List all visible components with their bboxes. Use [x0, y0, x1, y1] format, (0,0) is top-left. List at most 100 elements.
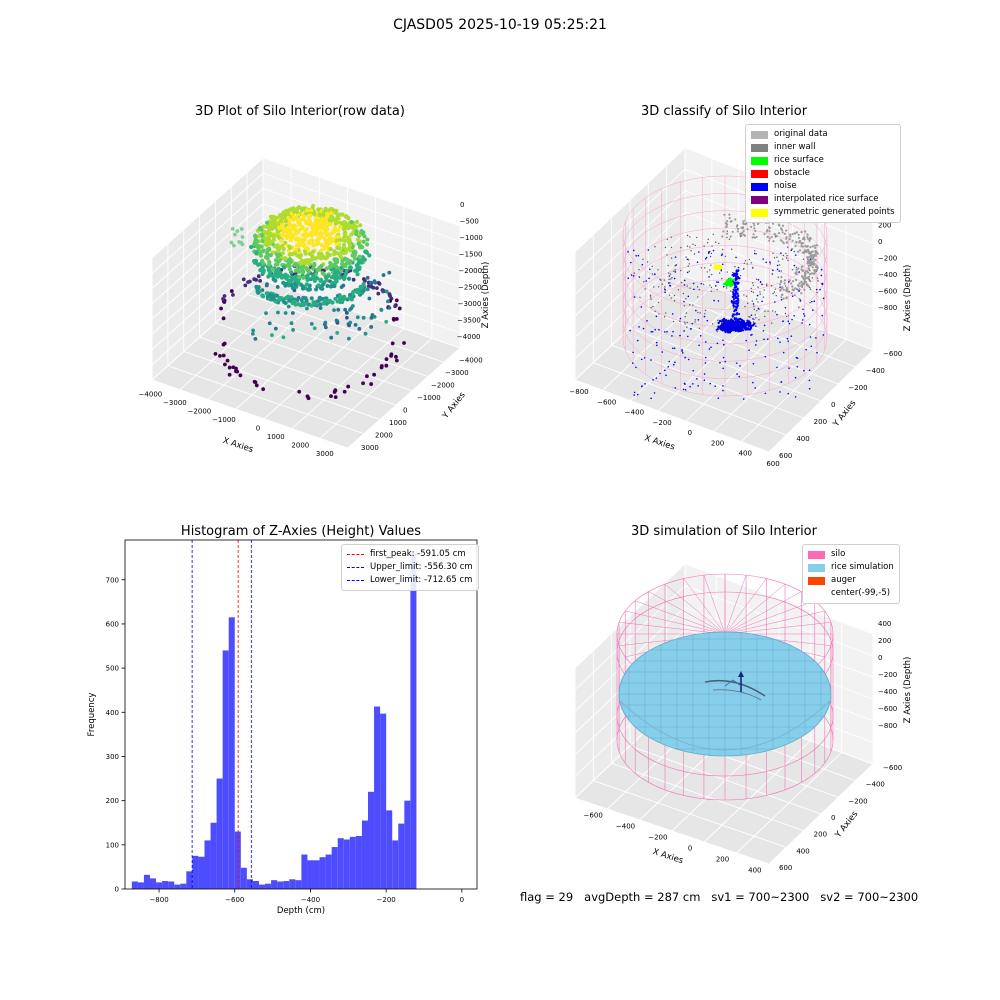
noise-point [650, 331, 653, 333]
data-point [373, 280, 378, 285]
original-data-point [750, 287, 752, 290]
histogram-bar [186, 871, 193, 889]
y-tick-label: 2000 [375, 431, 393, 439]
noise-point [668, 360, 671, 363]
data-point [311, 266, 316, 271]
inner-wall-point [785, 296, 788, 299]
noise-point [716, 342, 719, 345]
data-point [304, 221, 309, 226]
noise-point [732, 300, 735, 303]
data-point [394, 354, 398, 359]
y-tick-label: 600 [106, 620, 119, 628]
noise-point [703, 373, 706, 375]
original-data-point [663, 316, 666, 318]
noise-point [691, 322, 694, 325]
inner-wall-point [805, 245, 808, 248]
inner-wall-point [812, 263, 815, 266]
noise-point [747, 324, 750, 327]
gridline [347, 347, 461, 449]
noise-point [687, 295, 690, 298]
noise-point [665, 374, 667, 377]
original-data-point [706, 241, 709, 244]
original-data-point [755, 298, 758, 300]
noise-point [714, 385, 716, 387]
original-data-point [697, 296, 699, 298]
original-data-point [787, 259, 789, 262]
symmetric-point [714, 266, 718, 270]
data-point [367, 296, 372, 301]
original-data-point [651, 273, 654, 275]
data-point [235, 229, 240, 233]
data-point [333, 263, 338, 269]
histogram-bar [156, 882, 163, 889]
original-data-point [653, 286, 655, 288]
noise-point [755, 325, 757, 327]
data-point [296, 242, 302, 247]
original-data-point [683, 305, 686, 307]
inner-wall-point [794, 278, 798, 281]
data-point [327, 221, 332, 227]
data-point [319, 242, 324, 248]
inner-wall-point [805, 250, 808, 253]
silo-roof-line [683, 578, 726, 635]
gridline [574, 379, 770, 453]
status-sv1: sv1 = 700~2300 [711, 890, 810, 904]
histogram-bar [162, 881, 169, 889]
data-point [304, 298, 309, 303]
data-point [356, 241, 361, 246]
histogram-bar [246, 879, 253, 889]
inner-wall-point [806, 257, 809, 261]
data-point [402, 341, 406, 345]
original-data-point [684, 316, 686, 318]
data-point [356, 290, 361, 295]
original-data-point [753, 305, 755, 307]
histogram-bar [337, 838, 344, 889]
data-point [329, 335, 334, 340]
data-point [346, 276, 352, 281]
data-point [270, 267, 276, 272]
noise-point [735, 313, 738, 316]
inner-wall-point [772, 240, 775, 243]
data-point [304, 208, 310, 213]
noise-point [717, 321, 720, 325]
legend-entry: noise [751, 180, 895, 193]
original-data-point [710, 264, 712, 266]
noise-point [757, 279, 760, 281]
data-point [280, 243, 285, 248]
data-point [266, 228, 271, 234]
data-point [344, 214, 349, 219]
data-point [315, 240, 320, 245]
original-data-point [677, 289, 680, 291]
noise-point [780, 252, 782, 254]
data-point [269, 224, 274, 230]
data-point [310, 203, 316, 209]
noise-point [787, 340, 789, 342]
legend-swatch [751, 169, 768, 178]
noise-point [643, 357, 646, 359]
inner-wall-point [746, 228, 749, 231]
inner-wall-point [786, 241, 789, 244]
noise-point [813, 300, 816, 303]
panel3-legend: first_peak: -591.05 cm Upper_limit: -556.… [341, 544, 479, 591]
inner-wall-point [795, 287, 798, 291]
noise-point [739, 365, 741, 367]
original-data-point [798, 306, 800, 308]
silo-roof-line [703, 575, 726, 635]
data-point [264, 283, 269, 288]
y-axis-label: Y Axies [440, 390, 468, 422]
x-tick-label: 0 [688, 429, 692, 437]
data-point [229, 289, 234, 293]
noise-point [744, 328, 747, 331]
noise-point [692, 369, 695, 372]
original-data-point [644, 288, 646, 290]
inner-wall-point [723, 213, 726, 216]
original-data-point [686, 326, 688, 328]
data-point [309, 322, 314, 326]
data-point [287, 263, 292, 269]
inner-wall-point [806, 276, 809, 279]
noise-point [679, 334, 681, 337]
noise-point [659, 372, 661, 375]
original-data-point [780, 270, 783, 272]
noise-point [636, 393, 639, 396]
data-point [353, 323, 358, 327]
